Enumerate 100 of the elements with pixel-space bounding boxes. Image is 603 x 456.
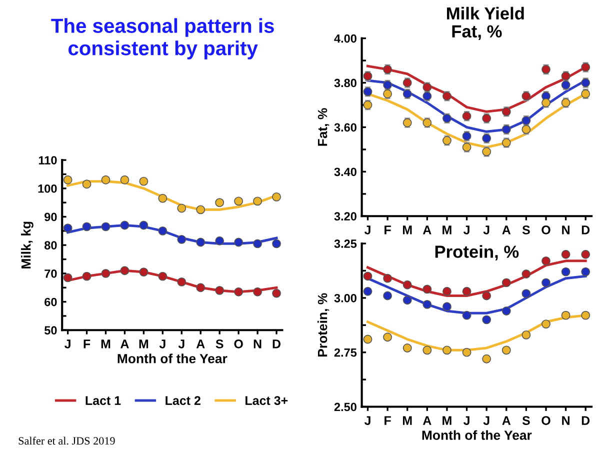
point	[120, 175, 130, 184]
point	[234, 287, 244, 296]
y-tick-label: 3.25	[334, 240, 357, 248]
x-tick-label: M	[402, 226, 412, 234]
point	[402, 280, 412, 290]
point	[363, 272, 372, 281]
x-tick-label: J	[159, 340, 166, 348]
x-tick-label: A	[422, 416, 432, 425]
x-tick-label: J	[463, 416, 470, 425]
point	[139, 176, 148, 186]
point	[253, 239, 262, 248]
y-axis-title: Fat, %	[318, 108, 330, 146]
x-tick-label: A	[502, 416, 511, 425]
x-tick-label: J	[364, 416, 370, 425]
y-tick-label: 110	[38, 156, 57, 164]
point	[272, 192, 281, 202]
point	[215, 236, 224, 246]
point	[158, 226, 168, 236]
point	[177, 204, 186, 213]
y-tick-label: 80	[44, 241, 57, 250]
point	[542, 278, 550, 288]
point	[253, 287, 262, 296]
point	[215, 286, 224, 295]
y-tick-label: 3.80	[334, 78, 356, 88]
point	[196, 205, 206, 214]
point	[253, 196, 262, 206]
y-tick-label: 60	[44, 298, 57, 306]
x-tick-label: J	[64, 340, 70, 348]
x-tick-label: O	[234, 340, 243, 348]
y-tick-label: 50	[44, 326, 57, 335]
point	[177, 234, 186, 244]
x-tick-label: A	[120, 340, 129, 348]
point	[101, 268, 110, 278]
point	[63, 224, 72, 233]
point	[542, 256, 550, 266]
x-tick-label: F	[84, 340, 90, 348]
x-tick-label: M	[442, 416, 452, 425]
point	[139, 220, 148, 230]
x-tick-label: J	[178, 340, 184, 348]
x-tick-label: M	[101, 340, 110, 348]
point	[63, 273, 72, 282]
point	[482, 315, 492, 324]
y-tick-label: 3.20	[334, 212, 356, 221]
text: Salfer et al. JDS 2019	[18, 436, 115, 445]
x-axis-title: Month of the Year	[118, 354, 228, 364]
point	[234, 196, 244, 206]
point	[82, 180, 92, 189]
y-axis-title: Milk, kg	[21, 222, 34, 268]
x-tick-label: M	[442, 226, 452, 234]
chart-title: Fat, %	[452, 25, 502, 40]
point	[120, 266, 130, 276]
x-tick-label: D	[582, 416, 590, 425]
x-tick-label: D	[582, 226, 590, 234]
x-tick-label: N	[562, 416, 570, 425]
point	[502, 346, 511, 355]
x-axis-title: Month of the Year	[422, 430, 532, 440]
y-tick-label: 3.00	[334, 294, 356, 302]
x-tick-label: S	[522, 416, 530, 425]
point	[196, 238, 206, 247]
x-tick-label: J	[483, 416, 490, 425]
point	[363, 334, 372, 344]
point	[63, 175, 72, 184]
point	[272, 239, 281, 248]
x-tick-label: O	[542, 416, 550, 425]
point	[402, 296, 412, 305]
point	[422, 284, 432, 294]
y-tick-label: 70	[44, 269, 57, 278]
chart-title: The seasonal pattern is consistent by parity	[51, 18, 274, 60]
y-tick-label: 3.40	[334, 168, 356, 176]
legend-label: Lact 2	[166, 396, 200, 406]
x-tick-label: M	[402, 416, 412, 425]
point	[561, 250, 570, 259]
legend-label: Lact 3+	[246, 396, 288, 406]
point	[383, 332, 392, 342]
point	[422, 346, 432, 355]
point	[442, 286, 452, 296]
point	[482, 354, 492, 364]
x-tick-label: S	[522, 226, 530, 234]
x-tick-label: N	[254, 340, 262, 348]
y-tick-label: 100	[38, 184, 57, 193]
x-tick-label: O	[542, 226, 550, 234]
point	[581, 267, 590, 276]
point	[502, 306, 511, 316]
point	[561, 267, 570, 276]
point	[402, 344, 412, 352]
point	[482, 291, 492, 300]
x-tick-label: F	[384, 226, 391, 234]
y-tick-label: 3.60	[334, 123, 356, 132]
point	[177, 277, 186, 286]
point	[101, 222, 110, 232]
point	[272, 288, 281, 298]
point	[522, 270, 531, 278]
point	[522, 330, 531, 340]
y-tick-label: 2.75	[334, 348, 357, 357]
x-tick-label: D	[272, 340, 280, 348]
x-tick-label: N	[562, 226, 570, 234]
x-tick-label: J	[463, 226, 470, 234]
point	[82, 272, 92, 281]
point	[581, 250, 590, 259]
point	[234, 238, 244, 247]
